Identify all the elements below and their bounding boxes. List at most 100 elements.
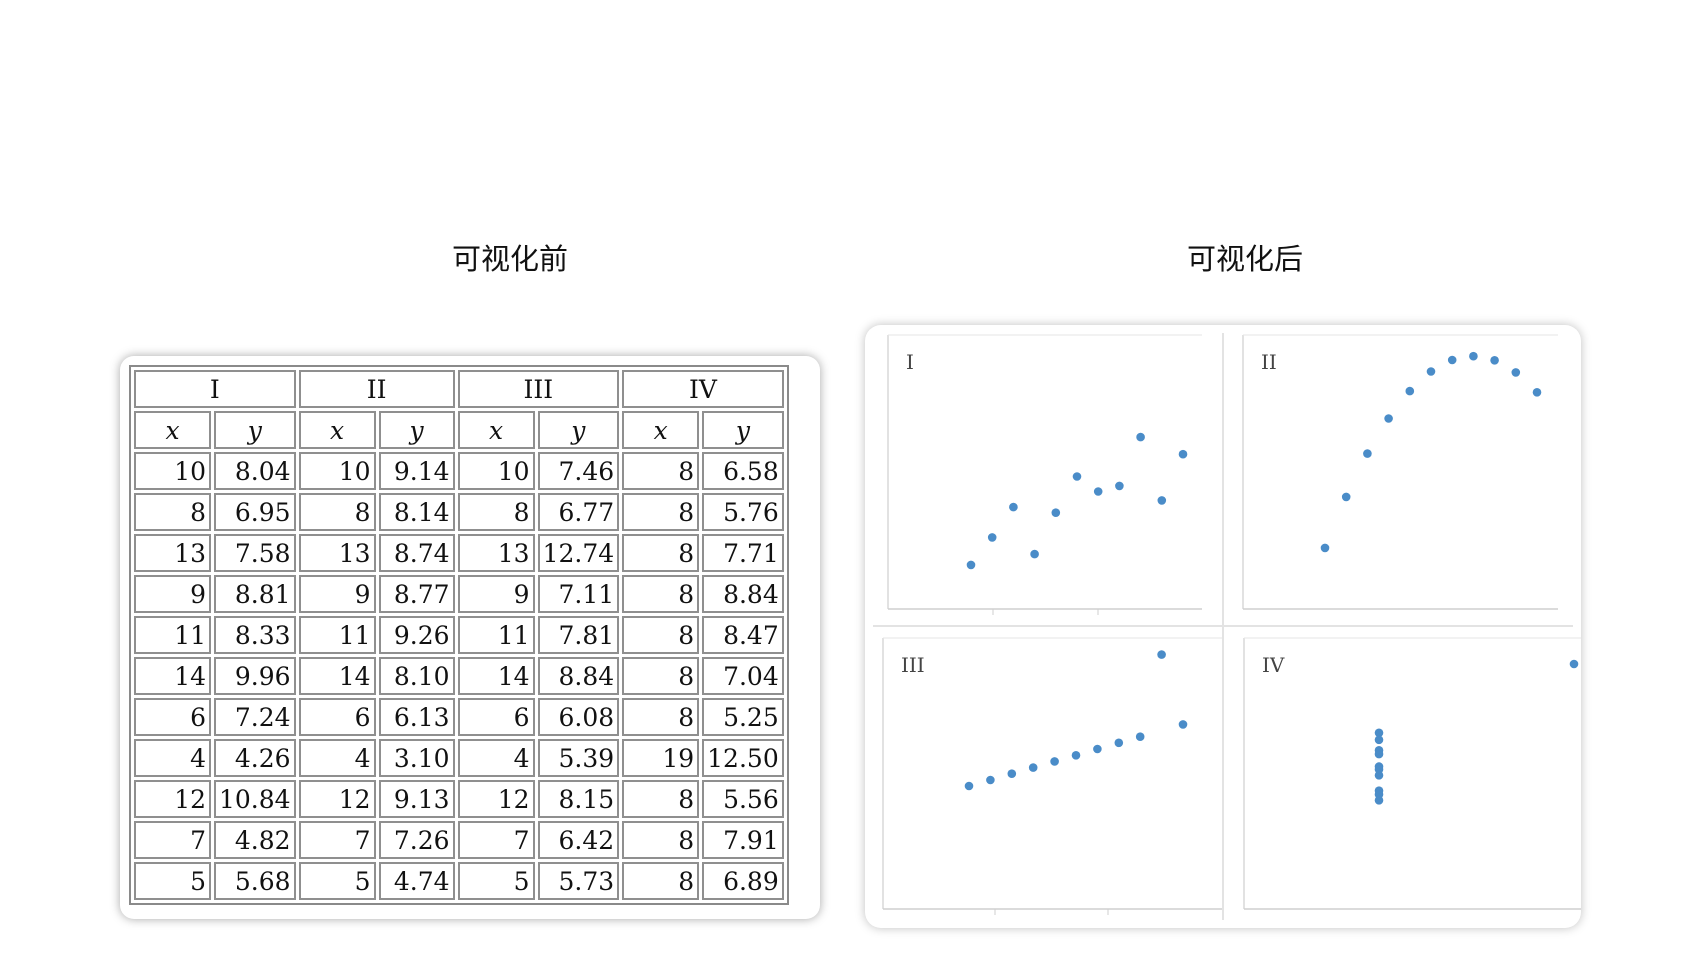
group-header: I <box>134 370 296 408</box>
table-cell: 9 <box>134 575 211 613</box>
table-cell: 5.73 <box>537 862 620 900</box>
table-cell: 8.10 <box>378 657 455 695</box>
scatter-point <box>1157 496 1167 505</box>
variable-header: y <box>214 411 296 449</box>
table-cell: 3.10 <box>378 739 455 777</box>
table-cell: 6.89 <box>702 862 784 900</box>
table-cell: 13 <box>298 534 376 572</box>
table-cell: 13 <box>134 534 211 572</box>
table-cell: 8 <box>298 493 376 531</box>
table-cell: 4 <box>298 739 376 777</box>
table-cell: 13 <box>457 534 535 572</box>
table-cell: 9.14 <box>378 452 455 490</box>
scatter-point <box>1363 449 1372 458</box>
scatter-point <box>1532 388 1542 397</box>
table-cell: 7.71 <box>702 534 784 572</box>
table-cell: 4.82 <box>214 821 296 859</box>
panel-title: III <box>901 653 925 677</box>
table-cell: 8.47 <box>702 616 784 654</box>
table-cell: 8 <box>457 493 535 531</box>
table-cell: 10 <box>298 452 376 490</box>
scatter-point <box>1093 744 1102 754</box>
scatter-point <box>1114 738 1124 748</box>
table-cell: 11 <box>134 616 211 654</box>
before-heading: 可视化前 <box>451 242 569 276</box>
table-cell: 9.96 <box>214 657 296 695</box>
table-cell: 9.26 <box>378 616 455 654</box>
scatter-point <box>1050 757 1059 766</box>
table-cell: 14 <box>298 657 376 695</box>
table-cell: 10 <box>134 452 211 490</box>
table-row: 4 4.26 4 3.10 4 5.39 19 12.50 <box>134 739 784 777</box>
table-cell: 5.25 <box>702 698 784 736</box>
table-cell: 14 <box>134 657 211 695</box>
scatter-point <box>1374 735 1384 745</box>
table-cell: 10 <box>457 452 535 490</box>
scatter-point <box>964 781 974 791</box>
scatter-point <box>1469 351 1478 361</box>
table-cell: 5.68 <box>214 862 296 900</box>
scatter-point <box>1569 659 1579 669</box>
variable-header: x <box>622 411 700 449</box>
variable-header: y <box>702 411 784 449</box>
table-cell: 6.42 <box>537 821 620 859</box>
table-cell: 7.26 <box>378 821 455 859</box>
panel-title: I <box>906 350 914 374</box>
table-cell: 6 <box>298 698 376 736</box>
table-cell: 5.76 <box>702 493 784 531</box>
scatter-point <box>1405 386 1415 396</box>
group-header: III <box>457 370 620 408</box>
table-cell: 12.50 <box>702 739 784 777</box>
table-row: 9 8.81 9 8.77 9 7.11 8 8.84 <box>134 575 784 613</box>
table-cell: 8 <box>622 862 700 900</box>
group-header-row: I II III IV <box>134 370 784 408</box>
table-cell: 7 <box>298 821 376 859</box>
scatter-point <box>1093 487 1103 496</box>
table-cell: 12 <box>134 780 211 818</box>
table-cell: 8.77 <box>378 575 455 613</box>
scatter-point <box>987 533 997 542</box>
table-cell: 6.13 <box>378 698 455 736</box>
table-cell: 11 <box>457 616 535 654</box>
table-cell: 6 <box>457 698 535 736</box>
table-cell: 19 <box>622 739 700 777</box>
scatter-charts-card: I II III IV <box>865 325 1581 928</box>
table-cell: 8.74 <box>378 534 455 572</box>
table-row: 13 7.58 13 8.74 13 12.74 8 7.71 <box>134 534 784 572</box>
table-row: 8 6.95 8 8.14 8 6.77 8 5.76 <box>134 493 784 531</box>
scatter-point <box>966 560 976 570</box>
panel-title: II <box>1261 350 1277 374</box>
table-cell: 4 <box>134 739 211 777</box>
table-row: 10 8.04 10 9.14 10 7.46 8 6.58 <box>134 452 784 490</box>
group-header: IV <box>622 370 784 408</box>
table-row: 12 10.84 12 9.13 12 8.15 8 5.56 <box>134 780 784 818</box>
table-cell: 6.08 <box>537 698 620 736</box>
table-cell: 8.84 <box>702 575 784 613</box>
table-cell: 14 <box>457 657 535 695</box>
table-cell: 8 <box>622 452 700 490</box>
scatter-point <box>1178 449 1188 459</box>
table-cell: 7.81 <box>537 616 620 654</box>
table-cell: 4.74 <box>378 862 455 900</box>
table-cell: 6.77 <box>537 493 620 531</box>
table-cell: 7.91 <box>702 821 784 859</box>
table-cell: 5 <box>298 862 376 900</box>
table-cell: 8 <box>622 616 700 654</box>
table-cell: 8.14 <box>378 493 455 531</box>
scatter-point <box>1374 746 1384 755</box>
panel-title: IV <box>1262 653 1285 677</box>
scatter-point <box>986 775 995 785</box>
table-cell: 12 <box>298 780 376 818</box>
table-cell: 6.58 <box>702 452 784 490</box>
table-cell: 10.84 <box>214 780 296 818</box>
table-cell: 12.74 <box>537 534 620 572</box>
scatter-point <box>1374 765 1384 774</box>
scatter-point <box>1072 472 1082 481</box>
variable-header: x <box>134 411 211 449</box>
table-cell: 8.84 <box>537 657 620 695</box>
table-cell: 5 <box>134 862 211 900</box>
table-row: 5 5.68 5 4.74 5 5.73 8 6.89 <box>134 862 784 900</box>
table-cell: 6 <box>134 698 211 736</box>
scatter-point <box>1007 769 1017 778</box>
